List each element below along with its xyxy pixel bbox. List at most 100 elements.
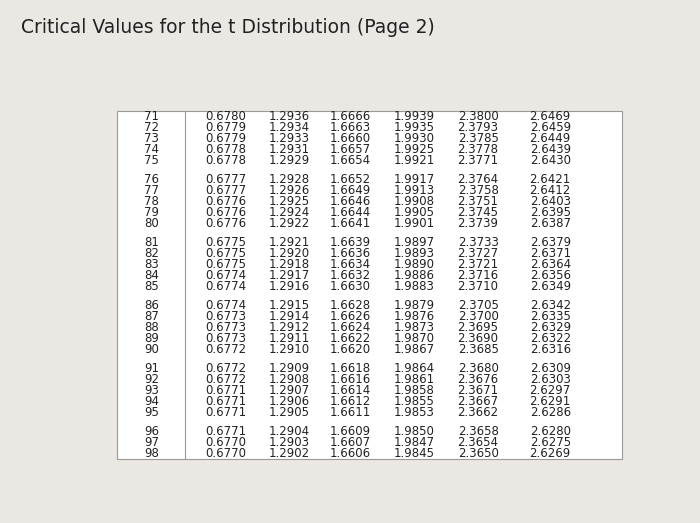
Text: 0.6770: 0.6770 [205,436,246,449]
Text: 2.6403: 2.6403 [530,195,570,208]
Text: 1.2906: 1.2906 [268,395,309,408]
Text: 1.6618: 1.6618 [330,362,371,375]
Text: 1.9917: 1.9917 [393,173,435,186]
Text: 2.3727: 2.3727 [458,247,498,260]
Text: 2.3716: 2.3716 [458,269,498,282]
Text: 74: 74 [144,143,159,156]
Text: 1.6616: 1.6616 [330,373,371,386]
Text: 0.6774: 0.6774 [205,269,246,282]
Text: 1.6644: 1.6644 [330,207,371,219]
Text: 1.2905: 1.2905 [268,406,309,419]
Text: 2.3785: 2.3785 [458,132,498,145]
Text: 1.2907: 1.2907 [268,384,309,397]
Text: 0.6774: 0.6774 [205,299,246,312]
Text: 1.2912: 1.2912 [268,321,309,334]
Text: 98: 98 [144,447,159,460]
Text: 0.6771: 0.6771 [205,395,246,408]
Text: 0.6776: 0.6776 [205,207,246,219]
Text: 1.6641: 1.6641 [330,218,371,231]
Text: 80: 80 [144,218,159,231]
Text: 96: 96 [144,425,159,438]
Text: 2.6335: 2.6335 [530,310,570,323]
Text: 2.6412: 2.6412 [530,184,570,197]
Text: 2.3721: 2.3721 [458,258,498,271]
Text: 2.3676: 2.3676 [458,373,498,386]
Text: 0.6778: 0.6778 [205,143,246,156]
Text: 0.6777: 0.6777 [205,184,246,197]
Text: 1.2911: 1.2911 [268,333,309,345]
Text: 82: 82 [144,247,159,260]
Text: 2.6275: 2.6275 [530,436,570,449]
Text: Critical Values for the t Distribution (Page 2): Critical Values for the t Distribution (… [21,18,435,37]
Text: 1.2916: 1.2916 [268,280,309,293]
Text: 2.3680: 2.3680 [458,362,498,375]
Text: 94: 94 [144,395,159,408]
Text: 1.2933: 1.2933 [268,132,309,145]
Text: 73: 73 [144,132,159,145]
Text: 2.3667: 2.3667 [458,395,498,408]
Text: 0.6770: 0.6770 [205,447,246,460]
Text: 0.6779: 0.6779 [205,121,246,134]
Text: 0.6773: 0.6773 [205,321,246,334]
Text: 2.6280: 2.6280 [530,425,570,438]
Text: 97: 97 [144,436,159,449]
Text: 1.6622: 1.6622 [330,333,371,345]
Text: 86: 86 [144,299,159,312]
Text: 1.6649: 1.6649 [330,184,371,197]
Text: 1.9847: 1.9847 [393,436,435,449]
Text: 1.2910: 1.2910 [268,344,309,357]
Text: 1.9897: 1.9897 [393,236,435,249]
Text: 0.6776: 0.6776 [205,218,246,231]
Text: 2.3695: 2.3695 [458,321,498,334]
Text: 0.6772: 0.6772 [205,362,246,375]
Text: 1.9858: 1.9858 [393,384,435,397]
Text: 1.6636: 1.6636 [330,247,371,260]
Text: 78: 78 [144,195,159,208]
Text: 1.6632: 1.6632 [330,269,371,282]
Text: 2.3662: 2.3662 [458,406,498,419]
Text: 1.2928: 1.2928 [268,173,309,186]
Text: 1.6612: 1.6612 [330,395,371,408]
Text: 1.9879: 1.9879 [393,299,435,312]
Text: 0.6774: 0.6774 [205,280,246,293]
Text: 2.6316: 2.6316 [530,344,570,357]
Text: 2.3710: 2.3710 [458,280,498,293]
Text: 1.9861: 1.9861 [393,373,435,386]
Text: 2.6459: 2.6459 [530,121,570,134]
Text: 2.3690: 2.3690 [458,333,498,345]
Text: 83: 83 [144,258,159,271]
Text: 1.6630: 1.6630 [330,280,371,293]
Text: 2.6329: 2.6329 [530,321,570,334]
Text: 1.2902: 1.2902 [268,447,309,460]
Text: 2.3800: 2.3800 [458,110,498,123]
Text: 93: 93 [144,384,159,397]
Text: 1.6654: 1.6654 [330,154,371,167]
Text: 1.2929: 1.2929 [268,154,309,167]
Text: 1.6611: 1.6611 [330,406,371,419]
Text: 1.2931: 1.2931 [268,143,309,156]
Text: 2.3751: 2.3751 [458,195,498,208]
Text: 2.3771: 2.3771 [458,154,498,167]
Text: 2.3658: 2.3658 [458,425,498,438]
Text: 2.6309: 2.6309 [530,362,570,375]
Text: 1.9893: 1.9893 [393,247,435,260]
Text: 1.2909: 1.2909 [268,362,309,375]
Text: 2.3733: 2.3733 [458,236,498,249]
Text: 1.9921: 1.9921 [393,154,435,167]
Text: 2.3685: 2.3685 [458,344,498,357]
Text: 92: 92 [144,373,159,386]
Text: 1.9853: 1.9853 [393,406,435,419]
Text: 1.6657: 1.6657 [330,143,371,156]
Text: 1.9867: 1.9867 [393,344,435,357]
Text: 1.2925: 1.2925 [268,195,309,208]
Text: 2.6449: 2.6449 [530,132,570,145]
Text: 2.6469: 2.6469 [530,110,570,123]
Text: 0.6780: 0.6780 [205,110,246,123]
Text: 1.9873: 1.9873 [393,321,435,334]
Text: 1.9870: 1.9870 [393,333,435,345]
Text: 2.6303: 2.6303 [530,373,570,386]
Text: 1.6628: 1.6628 [330,299,371,312]
Text: 1.6609: 1.6609 [330,425,371,438]
Text: 72: 72 [144,121,159,134]
Text: 2.3654: 2.3654 [458,436,498,449]
